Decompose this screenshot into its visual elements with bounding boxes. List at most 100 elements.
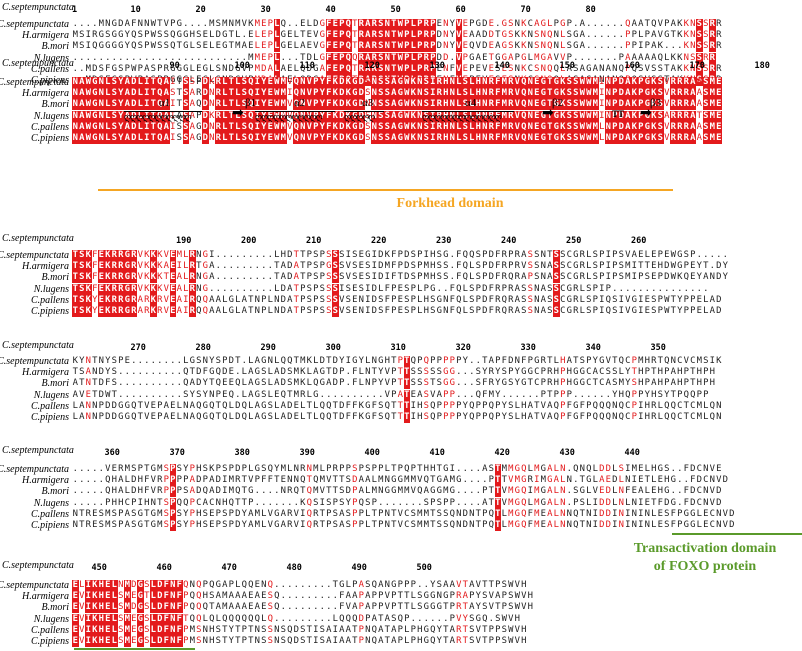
- alignment-row: C.pallens ..MDSFGSPWPASPRGGGLEGLSNDGVPMDA…: [0, 63, 802, 75]
- ruler-tick: 210: [306, 236, 322, 246]
- sequence-residues: ELIKHELNMDGSLDFNFQNQPQGAPLQQENQ.........…: [72, 580, 527, 591]
- sequence-residues: ....MNGDAFNNWTVPG....MSMNMVKMEPLQ..ELDGF…: [72, 19, 722, 30]
- ruler-tick: 120: [364, 61, 380, 71]
- sequence-residues: TSKYEKRRGRARKRVEAIRQQAALGLATNPLNDATPSPSS…: [72, 306, 722, 317]
- ruler-tick: 330: [520, 343, 536, 353]
- alignment-row: C.pipiens TSKYEKRRGRARKRVEAIRQQAALGLATNPL…: [0, 306, 802, 317]
- alignment-row: C.pallens LANNPDDGGQTVEPAELNAQGQTQLDQLAGS…: [0, 400, 802, 412]
- sequence-residues: NAWGNLSYADLITQAITSAQDNRLTLSQIYEWMVQNVPYF…: [72, 99, 722, 111]
- strand-beta3-label: β3: [650, 97, 662, 109]
- sequence-residues: TSKFEKRRGRVKKKTEALRNGA.........TADATPSPS…: [72, 272, 728, 284]
- alignment-row: N.lugens ...........................MMEPL…: [0, 52, 802, 64]
- ruler-tick: 110: [299, 61, 315, 71]
- species-label: H.armigera: [22, 367, 69, 379]
- species-label: C.septempunctata: [0, 580, 69, 591]
- helix-alpha2-label: α2: [294, 97, 306, 109]
- ruler-tick: 80: [585, 5, 596, 15]
- ruler-tick: 350: [650, 343, 666, 353]
- species-label: B.mori: [41, 99, 70, 111]
- alignment-row: H.armigera NAWGNLSYADLITQASTSARDNRLTLSQIY…: [0, 88, 802, 100]
- ruler-tick: 340: [585, 343, 601, 353]
- sequence-residues: LANNPDDGGQTVEPAELNAQGQTQLDQLAGSLADELTLQQ…: [72, 412, 722, 423]
- ruler-tick: 270: [130, 343, 146, 353]
- ruler-tick: 410: [429, 448, 445, 458]
- alignment-row: N.lugens TSKFEKRRGRVKKKVEALRNG..........L…: [0, 283, 802, 295]
- alignment-row: C.pallens NAWGNLSYADLITQAISSAGDNRLTLSQIYE…: [0, 121, 802, 133]
- ruler-tick: 130: [429, 61, 445, 71]
- sequence-residues: MSIQGGGGYQSPWSSQTGLSELEGTMAELEPLGELAEVGF…: [72, 41, 722, 53]
- species-label: C.septempunctata: [0, 250, 69, 261]
- ruler-tick: 310: [390, 343, 406, 353]
- ruler-tick: 60: [455, 5, 466, 15]
- transactivation-domain-underline-1: [672, 533, 802, 535]
- ruler-tick: 370: [169, 448, 185, 458]
- ruler-tick: 40: [325, 5, 336, 15]
- ruler-tick: 490: [351, 563, 367, 573]
- sequence-residues: NAWGNLSYADLITQAIASAPDKRLTLSQIYEWMVQNVPYF…: [72, 110, 722, 122]
- alignment-row: N.lugens NAWGNLSYADLITQAIASAPDKRLTLSQIYEW…: [0, 110, 802, 122]
- helix-alpha1-label: α1: [159, 97, 171, 109]
- ruler-tick: 230: [436, 236, 452, 246]
- alignment-row: B.mori EVIKHELSMDGSLDFNFPQQQTAMAAAEAESQ..…: [0, 602, 802, 614]
- alignment-row: H.armigera MSIRGSGGYQSPWSSQGGHSELDGTL.ELE…: [0, 30, 802, 42]
- sequence-residues: NTRESMSPASGTGMSPSYPHSEPSPDYAMLVGARVIQRTP…: [72, 508, 735, 520]
- alignment-row: H.armigera TSANDYS..........QTDFGQDE.LAGS…: [0, 367, 802, 379]
- ruler-tick: 250: [566, 236, 582, 246]
- reference-species-label: C.septempunctata: [2, 340, 74, 351]
- species-label: H.armigera: [22, 30, 69, 42]
- species-label: H.armigera: [22, 261, 69, 273]
- alignment-row: B.mori TSKFEKRRGRVKKKTEALRNGA.........TAD…: [0, 272, 802, 284]
- alignment-row: N.lugens EVIKHELSMEGSLDFNFTQQLQLQQQQQQLQ.…: [0, 613, 802, 625]
- alignment-row: C.pipiens LANNPDDGGQTVEPAELNAQGQTQLDQLAGS…: [0, 412, 802, 423]
- alignment-row: B.mori NAWGNLSYADLITQAITSAQDNRLTLSQIYEWMV…: [0, 99, 802, 111]
- helix-alpha2-coil: ღღღღღღღღღღღ: [255, 111, 335, 123]
- alignment-row: C.septempunctata TSKFEKRRGRVKKKVEMLRNGI..…: [0, 250, 802, 261]
- ruler-tick: 10: [130, 5, 141, 15]
- reference-species-label: C.septempunctata: [2, 58, 74, 69]
- species-label: C.pipiens: [30, 306, 69, 317]
- sequence-residues: .....QHALDHFVRPPPSADQADIMQTG....NRQTQMVT…: [72, 486, 722, 498]
- species-label: N.lugens: [33, 283, 69, 295]
- ruler-tick: 420: [494, 448, 510, 458]
- forkhead-domain-label: Forkhead domain: [396, 196, 504, 211]
- ruler-tick: 280: [195, 343, 211, 353]
- species-label: N.lugens: [33, 613, 69, 625]
- species-label: C.septempunctata: [0, 19, 69, 30]
- strand-beta1-arrow-icon: ➡: [232, 106, 244, 121]
- ruler-tick: 150: [559, 61, 575, 71]
- species-label: C.pipiens: [30, 636, 69, 647]
- reference-species-label: C.septempunctata: [2, 233, 74, 244]
- sequence-residues: KYNTNYSPE........LGSNYSPDT.LAGNLQQTMKLDT…: [72, 356, 722, 367]
- ruler-tick: 450: [91, 563, 107, 573]
- sequence-residues: NTRESMSPASGTGMSPSYPHSEPSPDYAMLVGARVIQRTP…: [72, 520, 735, 531]
- sequence-residues: MSIRGSGGYQSPWSSQGGHSELDGTL.ELEPLGELTEVGF…: [72, 30, 722, 42]
- species-label: C.pipiens: [30, 75, 69, 86]
- sequence-residues: TSKFEKRRGRVKKKAEILRTGA.........TADATPSPG…: [72, 261, 728, 273]
- alignment-row: C.septempunctata ....MNGDAFNNWTVPG....MSM…: [0, 19, 802, 30]
- species-label: B.mori: [41, 272, 70, 284]
- species-label: C.pallens: [30, 121, 69, 133]
- species-label: N.lugens: [33, 497, 69, 509]
- reference-species-label: C.septempunctata: [2, 2, 74, 13]
- sequence-residues: TSANDYS..........QTDFGQDE.LAGSLADSMKLAGT…: [72, 367, 715, 379]
- species-label: C.pallens: [30, 294, 69, 306]
- ruler-tick: 260: [631, 236, 647, 246]
- helix-alpha3-label: α3: [362, 97, 374, 109]
- sequence-residues: EVIKHELSMEGSLDFNFTQQLQLQQQQQQLQ.........…: [72, 613, 520, 625]
- sequence-residues: EVIKHELSMDGSLDFNFPQQQTAMAAAEAESQ........…: [72, 602, 533, 614]
- alignment-row: H.armigera .....QHALDHFVRPPPPADPADIMRTVPF…: [0, 475, 802, 487]
- sequence-residues: .....VERMSPTGMSPSYPHSKPSPDPLGSQYMLNRNMLP…: [72, 464, 722, 475]
- ruler-tick: 500: [416, 563, 432, 573]
- helix-alpha4-label: α4: [465, 97, 477, 109]
- ruler-tick: 380: [234, 448, 250, 458]
- alignment-row: C.pallens NTRESMSPASGTGMSPSYPHSEPSPDYAMLV…: [0, 508, 802, 520]
- ruler-tick: 30: [260, 5, 271, 15]
- transactivation-domain-label-line1: Transactivation domain: [633, 541, 777, 556]
- sequence-residues: LANNPDDGGQTVEPAELNAQGQTQLDQLAGSLADELTLQQ…: [72, 400, 722, 412]
- ruler-tick: 170: [689, 61, 705, 71]
- strand-beta1-label: β1: [245, 97, 257, 109]
- transactivation-domain-label: Transactivation domain of FOXO protein: [610, 540, 800, 576]
- ruler-tick: 360: [104, 448, 120, 458]
- alignment-row: C.septempunctata ELIKHELNMDGSLDFNFQNQPQGA…: [0, 580, 802, 591]
- species-label: H.armigera: [22, 475, 69, 487]
